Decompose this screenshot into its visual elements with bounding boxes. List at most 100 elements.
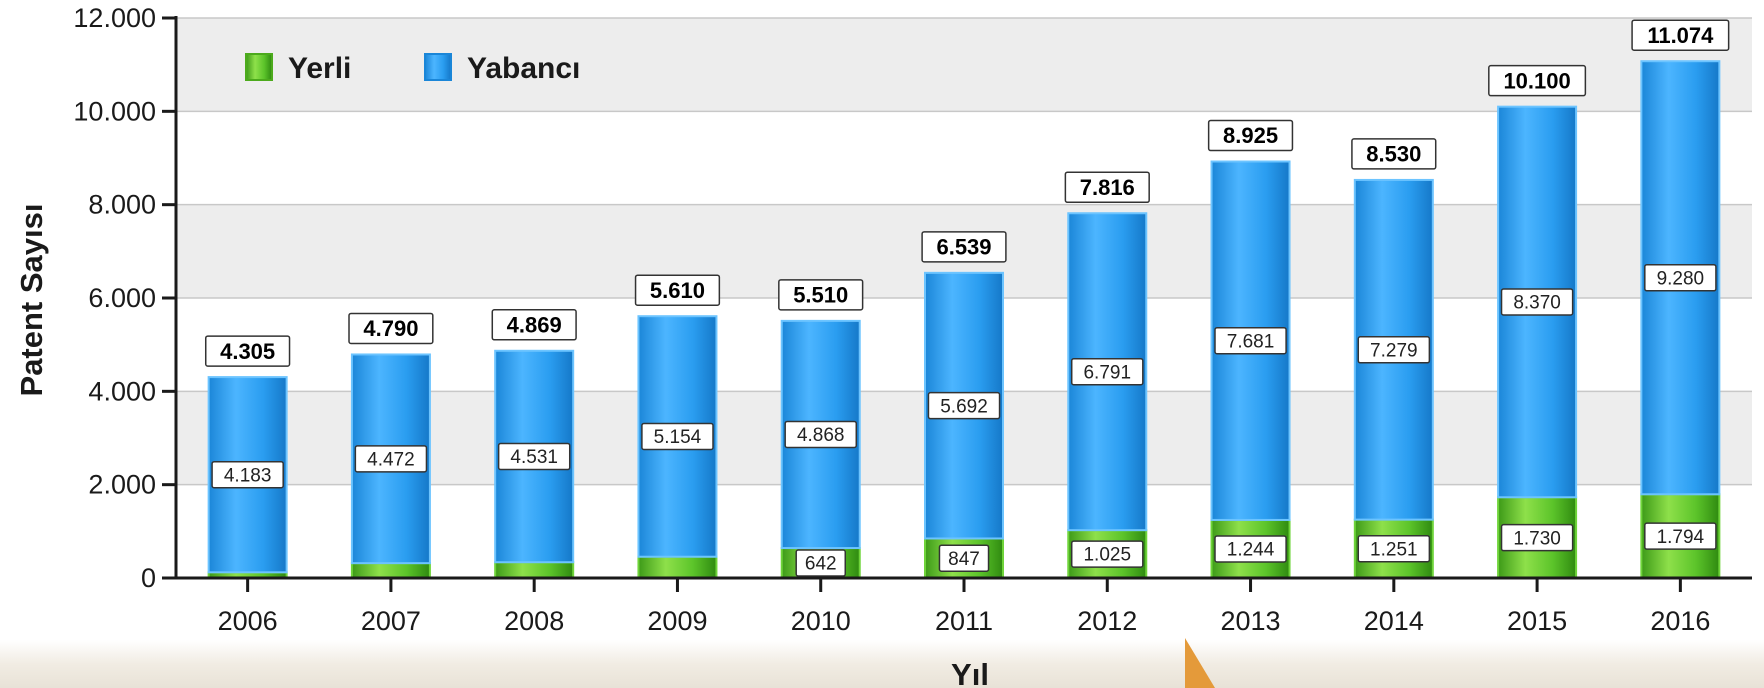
x-tick-label: 2012 <box>1077 606 1137 636</box>
yabanci-value-label: 4.531 <box>510 447 558 468</box>
yabanci-value-label-box <box>1214 326 1287 355</box>
yabanci-value-label: 4.183 <box>224 465 272 486</box>
yabanci-value-label-box <box>497 442 571 471</box>
yerli-value-label: 1.025 <box>1083 545 1131 566</box>
yabanci-value-label-box <box>1357 336 1431 364</box>
cursor-pointer-shape <box>1185 638 1215 688</box>
yerli-value-label: 1.244 <box>1227 540 1275 561</box>
bar-group-2007: 4.472 4.790 <box>348 312 434 579</box>
yabanci-value-label: 7.279 <box>1370 340 1418 361</box>
total-value-label-box <box>1488 64 1587 97</box>
x-tick-label: 2006 <box>218 606 278 636</box>
yerli-value-label-box <box>1500 523 1574 552</box>
x-tick-label: 2007 <box>361 606 421 636</box>
bar-group-2006: 4.183 4.305 <box>204 335 291 579</box>
yerli-value-label-box <box>795 549 847 577</box>
legend-swatch-yerli <box>245 53 273 81</box>
yerli-value-label: 1.251 <box>1370 539 1418 560</box>
total-value-label: 5.610 <box>650 278 705 303</box>
grid-band <box>176 18 1752 112</box>
yerli-value-label: 1.730 <box>1513 528 1561 549</box>
yerli-value-label: 642 <box>805 554 837 575</box>
yerli-value-label-box <box>1644 522 1717 550</box>
x-tick-label: 2010 <box>791 606 851 636</box>
x-tick-label: 2014 <box>1364 606 1424 636</box>
yabanci-value-label-box <box>1644 263 1717 292</box>
y-tick-label: 2.000 <box>88 470 156 500</box>
bar-group-2009: 5.154 5.610 <box>634 274 721 579</box>
y-tick-label: 4.000 <box>88 376 156 406</box>
y-tick-label: 12.000 <box>73 3 156 33</box>
total-value-label: 5.510 <box>793 283 848 308</box>
x-tick-label: 2016 <box>1650 606 1710 636</box>
x-tick-label: 2011 <box>935 606 993 636</box>
total-value-label-box <box>778 279 864 311</box>
total-value-label: 8.530 <box>1366 142 1421 167</box>
bar-group-2014: 1.251 7.279 8.530 <box>1351 138 1437 579</box>
bar-group-2010: 642 4.868 5.510 <box>778 279 864 579</box>
y-tick-label: 8.000 <box>88 190 156 220</box>
y-tick-label: 0 <box>141 563 156 593</box>
x-axis-title: Yıl <box>951 657 989 688</box>
bar-group-2015: 1.730 8.370 10.100 <box>1488 64 1587 579</box>
bar-group-2011: 847 5.692 6.539 <box>921 231 1007 579</box>
legend-swatch-yabancı <box>424 53 452 81</box>
yabanci-value-label: 5.154 <box>654 427 702 448</box>
yerli-value-label-box <box>1357 535 1431 563</box>
total-value-label: 10.100 <box>1503 68 1570 93</box>
x-tick-label: 2015 <box>1507 606 1567 636</box>
total-value-label-box <box>1207 119 1294 152</box>
yabanci-value-label-box <box>211 460 284 489</box>
yerli-value-label-box <box>1070 540 1144 568</box>
total-value-label-box <box>204 335 291 367</box>
total-value-label: 7.816 <box>1080 175 1135 200</box>
total-value-label-box <box>1351 138 1437 170</box>
legend-label-yerli: Yerli <box>288 52 351 85</box>
y-tick-label: 6.000 <box>88 283 156 313</box>
total-value-label-box <box>348 312 434 345</box>
yabanci-value-label: 4.868 <box>797 425 845 446</box>
yabanci-value-label: 6.791 <box>1083 362 1131 383</box>
bar-group-2012: 1.025 6.791 7.816 <box>1064 171 1150 580</box>
x-tick-label: 2009 <box>647 606 707 636</box>
yerli-value-label: 847 <box>948 549 980 570</box>
total-value-label: 8.925 <box>1223 123 1278 148</box>
yabanci-value-label-box <box>784 420 858 449</box>
yerli-value-label-box <box>938 544 990 572</box>
total-value-label-box <box>491 309 577 341</box>
x-tick-label: 2008 <box>504 606 564 636</box>
total-value-label: 4.305 <box>220 339 275 364</box>
y-tick-label: 10.000 <box>73 96 156 126</box>
total-value-label: 4.869 <box>507 312 562 337</box>
legend-label-yabancı: Yabancı <box>467 52 580 85</box>
yabanci-value-label-box <box>927 391 1001 420</box>
total-value-label-box <box>1064 171 1150 204</box>
total-value-label: 11.074 <box>1647 23 1714 48</box>
yabanci-value-label: 7.681 <box>1227 331 1275 352</box>
bar-group-2008: 4.531 4.869 <box>491 309 577 580</box>
bar-yerli <box>350 562 431 579</box>
bar-yerli <box>637 555 718 579</box>
bar-group-2013: 1.244 7.681 8.925 <box>1207 119 1294 579</box>
yerli-value-label-box <box>1214 535 1287 563</box>
yabanci-value-label: 4.472 <box>367 449 415 470</box>
yabanci-value-label: 8.370 <box>1513 293 1561 314</box>
yabanci-value-label: 9.280 <box>1657 268 1705 289</box>
total-value-label-box <box>1631 19 1730 51</box>
yabanci-value-label-box <box>354 445 428 473</box>
yabanci-value-label-box <box>641 422 714 451</box>
total-value-label: 6.539 <box>936 235 991 260</box>
yabanci-value-label-box <box>1070 357 1144 386</box>
total-value-label: 4.790 <box>363 316 418 341</box>
y-axis-title: Patent Sayısı <box>14 204 49 397</box>
yabanci-value-label: 5.692 <box>940 396 988 417</box>
bar-yerli <box>494 561 575 580</box>
yabanci-value-label-box <box>1500 288 1574 316</box>
bar-group-2016: 1.794 9.280 11.074 <box>1631 19 1730 579</box>
x-tick-label: 2013 <box>1221 606 1281 636</box>
total-value-label-box <box>634 274 721 306</box>
yerli-value-label: 1.794 <box>1657 527 1705 548</box>
total-value-label-box <box>921 231 1007 263</box>
